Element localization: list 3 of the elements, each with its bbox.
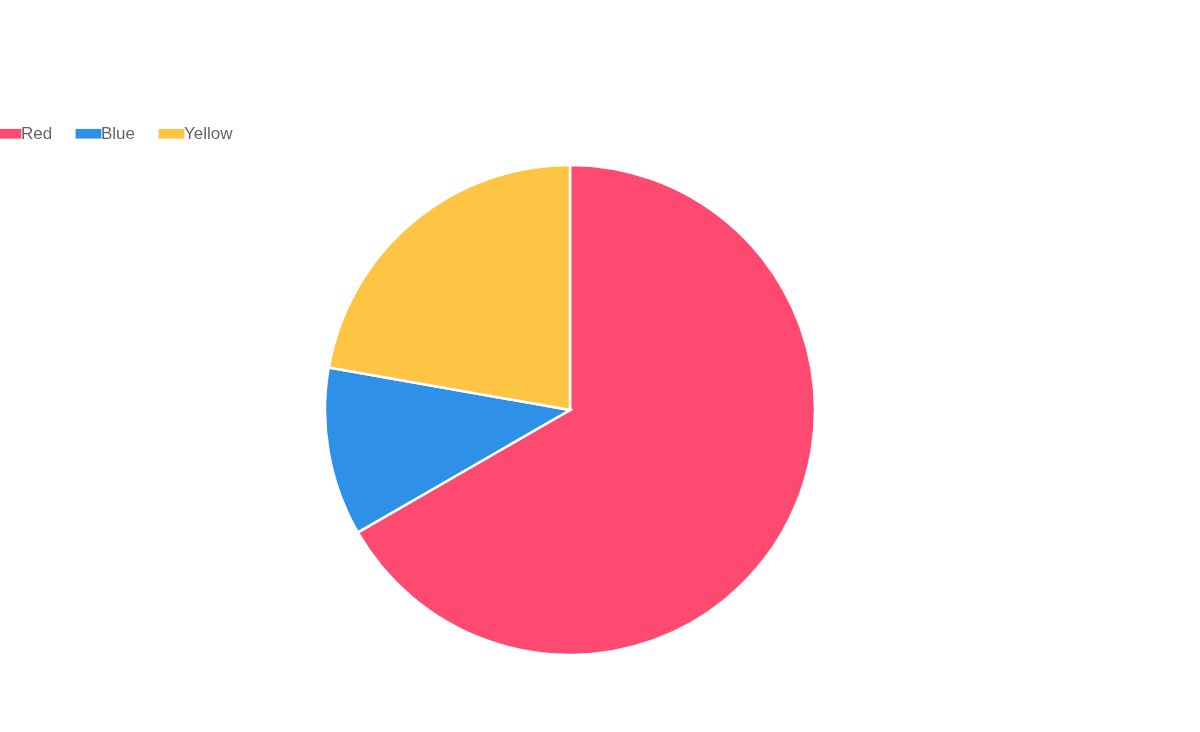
legend-label: Blue bbox=[101, 123, 136, 143]
legend-label: Yellow bbox=[184, 123, 234, 143]
legend-label: Red bbox=[21, 123, 53, 143]
